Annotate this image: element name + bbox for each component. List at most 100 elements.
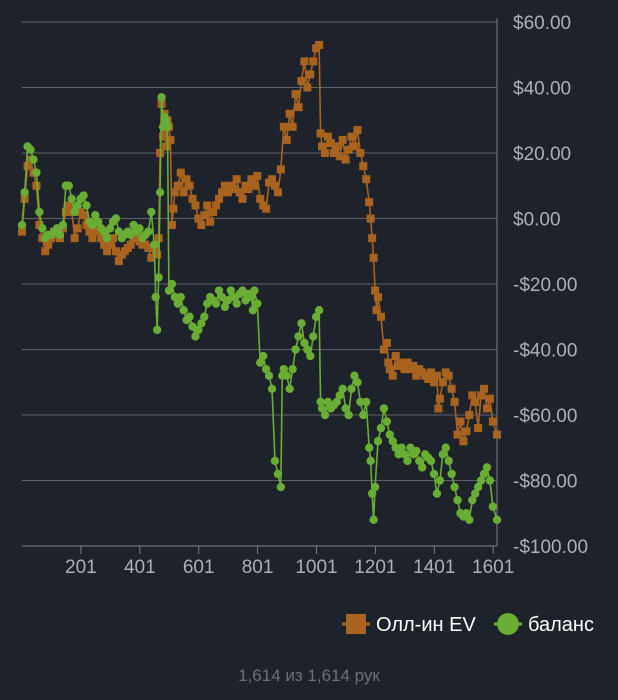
data-point — [350, 142, 359, 151]
data-point — [379, 404, 389, 413]
data-point — [418, 463, 427, 472]
data-point — [103, 247, 112, 256]
data-point — [220, 302, 230, 312]
data-point — [400, 450, 409, 459]
data-point — [212, 201, 221, 210]
data-point — [163, 122, 172, 131]
data-point — [294, 103, 303, 112]
y-tick-label: $20.00 — [513, 144, 571, 165]
data-point — [154, 273, 163, 282]
data-point — [409, 361, 418, 370]
y-tick-label: -$60.00 — [513, 406, 577, 427]
data-point — [79, 211, 88, 220]
data-point — [394, 450, 403, 459]
data-point — [200, 312, 209, 321]
data-point — [188, 194, 197, 203]
data-point — [424, 374, 433, 383]
x-tick-label: 1401 — [413, 557, 455, 578]
data-point — [329, 149, 338, 157]
data-point — [326, 139, 335, 148]
data-point — [153, 250, 162, 259]
legend-swatch-square-icon — [346, 614, 366, 634]
data-point — [450, 482, 459, 492]
data-point — [376, 312, 385, 321]
data-point — [344, 410, 353, 420]
data-point — [176, 168, 185, 177]
data-point — [344, 145, 353, 154]
data-point — [465, 411, 474, 419]
data-point — [162, 142, 171, 151]
data-point — [70, 207, 79, 217]
data-point — [244, 185, 253, 194]
data-point — [155, 188, 165, 197]
data-point — [157, 93, 166, 102]
data-point — [438, 378, 447, 387]
data-point — [338, 135, 347, 144]
data-point — [369, 253, 378, 262]
data-point — [429, 469, 439, 479]
data-point — [176, 292, 185, 302]
data-point — [270, 181, 279, 190]
data-point — [356, 397, 365, 407]
data-point — [400, 365, 409, 374]
data-point — [197, 221, 206, 230]
data-point — [166, 135, 175, 144]
data-point — [200, 211, 209, 220]
hands-count-footer: 1,614 из 1,614 рук — [238, 666, 380, 685]
data-point — [309, 332, 318, 341]
data-point — [368, 234, 377, 243]
data-point — [206, 217, 215, 226]
data-point — [456, 417, 465, 426]
data-point — [18, 227, 26, 236]
data-point — [282, 371, 291, 380]
data-point — [67, 194, 76, 204]
data-point — [488, 417, 497, 426]
data-point — [297, 76, 306, 85]
data-point — [372, 306, 381, 315]
series-allin-ev — [18, 40, 501, 446]
data-point — [435, 476, 445, 485]
data-point — [273, 469, 283, 479]
data-point — [173, 299, 182, 308]
data-point — [288, 122, 297, 131]
data-point — [359, 410, 368, 420]
axes: $60.00 $40.00 $20.00 $0.00 -$20.00 -$40.00 -$6… — [22, 13, 588, 578]
data-point — [362, 175, 371, 184]
data-point — [376, 423, 386, 433]
data-point — [223, 188, 232, 197]
y-tick-label: -$20.00 — [513, 275, 577, 296]
data-point — [191, 332, 200, 341]
data-point — [106, 240, 115, 249]
data-point — [169, 204, 178, 213]
data-point — [374, 293, 383, 302]
data-point — [427, 368, 436, 377]
data-point — [250, 181, 259, 190]
data-point — [279, 122, 288, 131]
data-point — [306, 351, 315, 361]
x-tick-label: 801 — [242, 557, 274, 578]
data-point — [303, 345, 312, 354]
data-point — [114, 257, 123, 266]
data-point — [26, 145, 35, 154]
x-tick-label: 401 — [124, 557, 156, 578]
data-point — [434, 404, 443, 413]
data-point — [291, 90, 300, 99]
data-point — [147, 207, 156, 217]
data-point — [341, 404, 350, 413]
data-point — [347, 132, 356, 141]
data-point — [247, 292, 256, 302]
data-point — [338, 384, 347, 393]
data-point — [100, 240, 109, 249]
data-point — [492, 515, 502, 524]
data-point — [94, 217, 103, 226]
data-point — [108, 234, 117, 243]
data-point — [323, 132, 332, 141]
data-point — [276, 482, 286, 492]
data-point — [353, 126, 362, 135]
data-point — [232, 299, 241, 308]
data-point — [306, 70, 315, 79]
data-point — [314, 306, 324, 315]
data-point — [379, 345, 388, 354]
data-point — [167, 279, 177, 289]
data-point — [366, 214, 375, 223]
